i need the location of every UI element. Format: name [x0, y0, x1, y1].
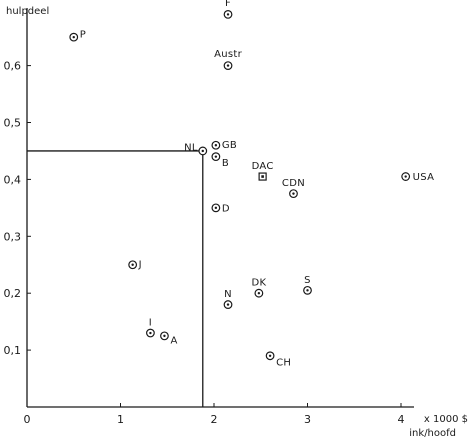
marker-center [163, 334, 166, 338]
marker-center [226, 13, 230, 16]
point-label: CDN [282, 178, 305, 189]
point-austr: Austr [214, 49, 243, 70]
point-label: I [149, 318, 152, 329]
x-tick-label: 4 [398, 413, 405, 426]
point-b: B [211, 152, 229, 169]
point-label: P [80, 30, 86, 41]
y-axis-title: hulpdeel [6, 6, 49, 17]
point-label: F [225, 0, 231, 9]
point-n: N [223, 289, 233, 309]
marker-center [226, 64, 230, 67]
point-label: S [304, 275, 311, 286]
marker-center [214, 155, 218, 158]
point-label: CH [276, 357, 291, 368]
marker-center [257, 292, 261, 295]
axes: 0 1 2 3 4 0,1 0,2 0,3 0,4 0,5 0,6 [4, 8, 414, 426]
y-tick-label: 0,5 [4, 117, 22, 130]
point-label: N [224, 289, 232, 300]
point-label: NL [184, 142, 198, 153]
point-label: Austr [214, 49, 243, 60]
marker-center [214, 206, 218, 210]
y-tick-label: 0,1 [4, 344, 22, 357]
y-tick-label: 0,3 [4, 230, 22, 243]
point-gb: GB [211, 140, 237, 151]
point-label: D [222, 203, 230, 214]
y-tick-label: 0,6 [4, 60, 22, 73]
y-tick-label: 0,2 [4, 287, 22, 300]
point-dac: DAC [252, 161, 274, 181]
marker-center [404, 175, 407, 178]
point-label: GB [222, 140, 237, 151]
reference-lines [27, 150, 204, 407]
point-i: I [146, 318, 155, 338]
marker-center [292, 192, 295, 195]
marker-center [149, 331, 152, 335]
point-label: A [170, 335, 177, 346]
marker-center [131, 263, 134, 266]
point-usa: USA [401, 172, 435, 183]
x-tick-label: 2 [211, 413, 218, 426]
data-points: F P Austr NL GB B DAC CDN USA D J DK S N I A CH [69, 0, 435, 368]
point-p: P [69, 30, 86, 42]
point-label: DAC [252, 161, 274, 172]
x-tick-label: 3 [304, 413, 311, 426]
x-tick-label: 1 [117, 413, 124, 426]
x-tick-label: 0 [24, 413, 31, 426]
point-f: F [223, 0, 233, 19]
marker-center [261, 175, 264, 178]
point-label: USA [413, 172, 435, 183]
marker-center [201, 149, 204, 153]
point-nl: NL [184, 142, 208, 156]
marker-center [226, 303, 230, 306]
point-label: J [138, 259, 142, 270]
marker-center [268, 354, 272, 357]
point-cdn: CDN [282, 178, 305, 199]
point-dk: DK [251, 278, 266, 298]
point-a: A [160, 331, 177, 346]
point-j: J [128, 259, 142, 270]
point-s: S [303, 275, 312, 295]
marker-center [306, 289, 309, 292]
point-label: DK [251, 278, 266, 289]
marker-center [72, 35, 75, 39]
point-d: D [211, 203, 230, 214]
point-ch: CH [265, 351, 291, 368]
x-axis-title: ink/hoofd [409, 428, 456, 439]
x-axis-unit: x 1000 $ [424, 414, 468, 425]
marker-center [214, 144, 218, 147]
y-tick-label: 0,4 [4, 173, 22, 186]
point-label: B [222, 158, 229, 169]
